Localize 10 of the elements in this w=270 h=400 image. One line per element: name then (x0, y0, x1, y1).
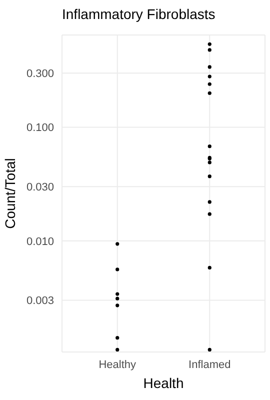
x-axis-title: Health (143, 375, 184, 391)
y-axis-title: Count/Total (2, 158, 18, 229)
y-tick-label: 0.003 (26, 295, 54, 308)
x-tick-label: Inflamed (188, 358, 231, 371)
y-tick-label: 0.010 (26, 236, 54, 248)
y-tick-label: 0.030 (26, 182, 54, 194)
y-tick-label: 0.100 (26, 122, 54, 134)
x-tick-label: Healthy (98, 358, 137, 371)
chart-title: Inflammatory Fibroblasts (62, 6, 216, 22)
y-tick-label: 0.300 (26, 68, 54, 80)
